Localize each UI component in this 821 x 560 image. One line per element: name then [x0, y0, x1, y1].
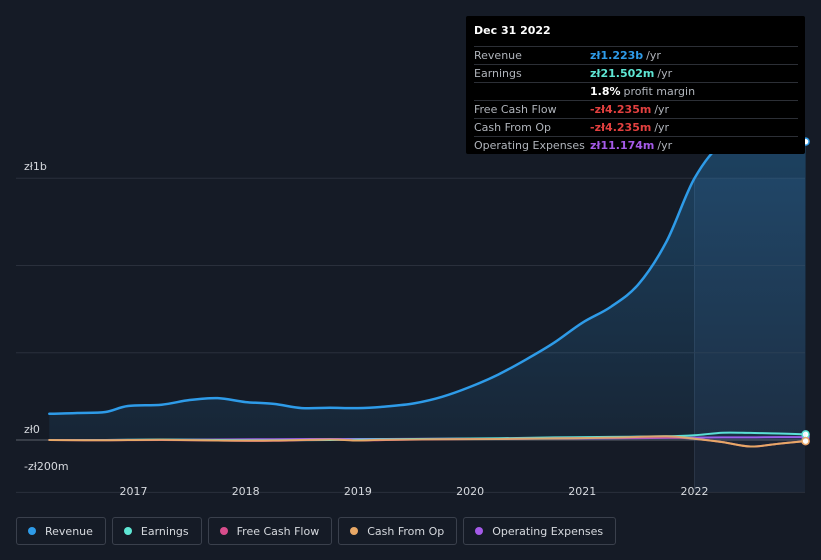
- chart-legend: Revenue Earnings Free Cash Flow Cash From O…: [16, 517, 617, 545]
- y-axis-bottom-label: -zł200m: [24, 460, 69, 473]
- tooltip-row: Operating Expenses zł11.174m/yr: [474, 137, 798, 154]
- x-tick-label: 2022: [680, 485, 709, 498]
- tooltip-row-value: -zł4.235m: [590, 121, 652, 134]
- y-axis-zero-label: zł0: [24, 423, 40, 436]
- x-tick-label: 2021: [568, 485, 597, 498]
- x-tick-label: 2018: [231, 485, 260, 498]
- tooltip-row-value: zł21.502m: [590, 67, 655, 80]
- legend-item-earnings[interactable]: Earnings: [111, 517, 202, 545]
- chart-plot: [16, 118, 810, 493]
- tooltip-date: Dec 31 2022: [474, 24, 798, 47]
- tooltip-row-unit: /yr: [657, 67, 673, 80]
- tooltip-row-unit: /yr: [654, 103, 670, 116]
- legend-item-revenue[interactable]: Revenue: [16, 517, 106, 545]
- tooltip-row-value: 1.8%: [590, 85, 621, 98]
- tooltip-row: Free Cash Flow -zł4.235m/yr: [474, 101, 798, 119]
- tooltip-row-value: -zł4.235m: [590, 103, 652, 116]
- legend-label: Revenue: [45, 524, 93, 538]
- tooltip-row-label: [474, 83, 590, 100]
- legend-dot-icon: [350, 527, 359, 535]
- data-tooltip: Dec 31 2022 Revenue zł1.223b/yr Earnings zł…: [466, 16, 805, 154]
- legend-label: Earnings: [140, 524, 189, 538]
- tooltip-row-unit: profit margin: [623, 85, 696, 98]
- legend-item-operating-expenses[interactable]: Operating Expenses: [463, 517, 617, 545]
- x-tick-label: 2020: [456, 485, 485, 498]
- tooltip-row-unit: /yr: [654, 121, 670, 134]
- series-line-revenue: [48, 118, 807, 416]
- y-axis-top-label: zł1b: [24, 160, 47, 173]
- tooltip-row-value: zł11.174m: [590, 139, 655, 152]
- tooltip-row-unit: /yr: [657, 139, 673, 152]
- legend-dot-icon: [475, 527, 484, 535]
- tooltip-row: 1.8% profit margin: [474, 83, 798, 101]
- tooltip-row-label: Free Cash Flow: [474, 103, 557, 116]
- legend-item-free-cash-flow[interactable]: Free Cash Flow: [207, 517, 333, 545]
- x-tick-label: 2017: [119, 485, 148, 498]
- x-tick-label: 2019: [343, 485, 372, 498]
- legend-dot-icon: [219, 527, 228, 535]
- tooltip-row-label: Cash From Op: [474, 121, 552, 134]
- legend-dot-icon: [123, 527, 132, 535]
- tooltip-row-label: Revenue: [474, 49, 522, 62]
- tooltip-row-value: zł1.223b: [590, 49, 644, 62]
- legend-label: Operating Expenses: [492, 524, 604, 538]
- legend-label: Cash From Op: [367, 524, 445, 538]
- legend-item-cash-from-op[interactable]: Cash From Op: [338, 517, 458, 545]
- tooltip-row: Earnings zł21.502m/yr: [474, 65, 798, 83]
- legend-label: Free Cash Flow: [236, 524, 320, 538]
- legend-dot-icon: [28, 527, 36, 535]
- tooltip-row-unit: /yr: [646, 49, 661, 62]
- tooltip-rows: Revenue zł1.223b/yr Earnings zł21.502m/yr 1.…: [474, 47, 798, 154]
- series-area-revenue: [49, 119, 806, 441]
- tooltip-row-label: Operating Expenses: [474, 139, 585, 152]
- tooltip-row-label: Earnings: [474, 67, 522, 80]
- tooltip-row: Revenue zł1.223b/yr: [474, 47, 798, 65]
- tooltip-row: Cash From Op -zł4.235m/yr: [474, 119, 798, 137]
